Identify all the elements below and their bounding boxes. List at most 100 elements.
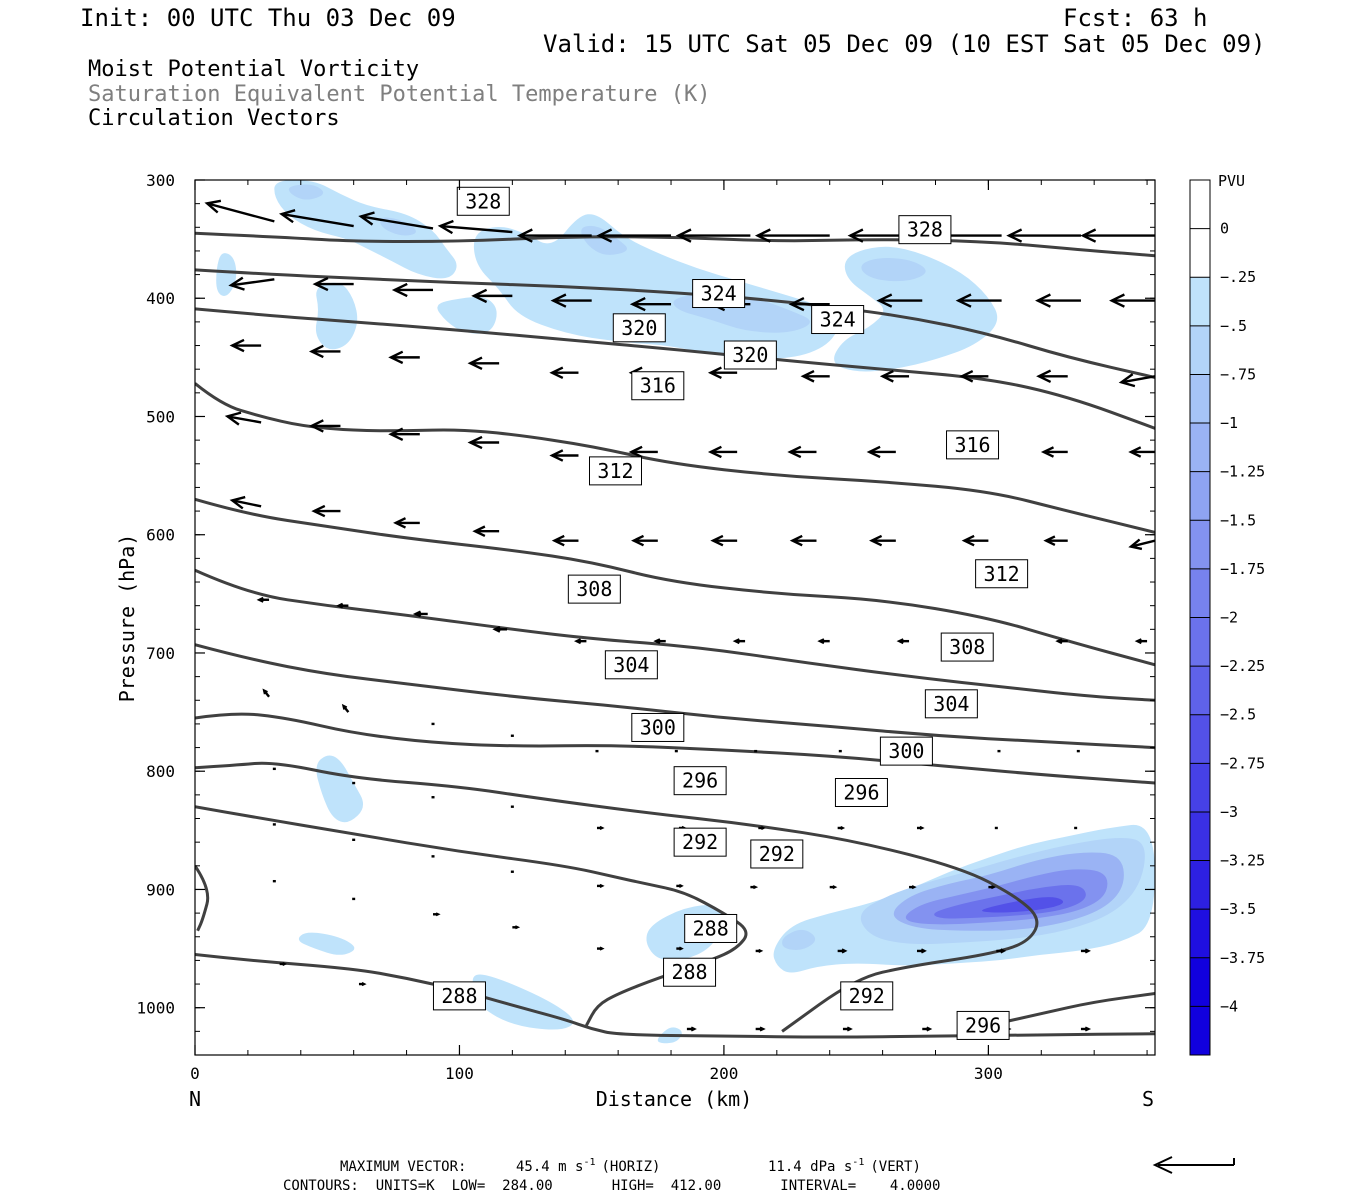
- contour-312: [195, 497, 1155, 667]
- colorbar-label: −2.25: [1220, 657, 1265, 675]
- contour-label: 296: [673, 766, 727, 796]
- y-tick-label: 1000: [136, 999, 175, 1018]
- colorbar-swatch: [1190, 763, 1210, 813]
- colorbar-label: −2: [1220, 609, 1238, 627]
- circulation-vector: [1118, 373, 1155, 388]
- contour-316: [195, 382, 1155, 534]
- colorbar-swatch: [1190, 1006, 1210, 1056]
- max-vector-label: MAXIMUM VECTOR:: [340, 1159, 466, 1175]
- contour-label: 300: [631, 712, 685, 742]
- circulation-vector: [204, 199, 275, 223]
- contour-label-text: 300: [640, 715, 676, 739]
- colorbar-label: 0: [1220, 220, 1229, 238]
- contour-label: 288: [432, 981, 486, 1011]
- contour-label-text: 292: [849, 984, 885, 1008]
- circulation-vector: [869, 534, 896, 547]
- colorbar-label: −2.5: [1220, 706, 1256, 724]
- contour-label: 292: [840, 981, 894, 1011]
- pv-patch: [934, 884, 1086, 919]
- colorbar-swatch: [1190, 666, 1210, 716]
- contour-label-text: 288: [671, 960, 707, 984]
- y-tick-label: 900: [146, 880, 175, 899]
- circulation-vector: [229, 338, 262, 353]
- contour-label: 312: [588, 456, 642, 486]
- contour-label-text: 296: [965, 1013, 1001, 1037]
- circulation-vector: [837, 948, 848, 954]
- circulation-vector: [758, 825, 766, 830]
- circulation-vector: [961, 534, 989, 547]
- y-tick-label: 400: [146, 289, 175, 308]
- pv-patch: [861, 257, 926, 282]
- circulation-vector: [755, 1026, 766, 1032]
- colorbar-swatch: [1190, 374, 1210, 424]
- circulation-vector: [312, 276, 354, 292]
- circulation-vector: [596, 946, 605, 951]
- contour-label-text: 288: [693, 916, 729, 940]
- contour-label-text: 316: [954, 433, 990, 457]
- plot-frame: [194, 179, 1156, 1056]
- contour-label-text: 292: [759, 842, 795, 866]
- colorbar-title: PVU: [1218, 172, 1245, 190]
- circulation-vector: [256, 596, 270, 603]
- contour-label-text: 324: [820, 308, 856, 332]
- circulation-vector: [229, 495, 262, 510]
- thetae-contour-layer: [195, 231, 1155, 1039]
- circulation-vector: [433, 912, 441, 917]
- circulation-vector: [707, 445, 738, 459]
- circulation-vector: [788, 297, 830, 312]
- axes: 0 100 200 300 300 400 500 600 700 800 900 1000: [136, 171, 1155, 1083]
- pv-shading-layer: [216, 180, 1155, 1044]
- contour-label-text: 320: [621, 316, 657, 340]
- circulation-vector: [787, 445, 817, 459]
- x-axis-label: Distance (km): [596, 1087, 753, 1111]
- circulation-vector: [879, 370, 910, 383]
- circulation-vector: [676, 946, 684, 951]
- colorbar-label: −.25: [1220, 268, 1256, 286]
- contour-304: [195, 643, 1155, 750]
- circulation-vector: [1040, 446, 1068, 458]
- circulation-vector: [1134, 638, 1148, 645]
- contour-label-text: 300: [888, 739, 924, 763]
- y-tick-label: 500: [146, 407, 175, 426]
- circulation-vector: [676, 883, 684, 888]
- circulation-vector: [472, 525, 500, 537]
- circulation-vector: [471, 288, 513, 304]
- circulation-vector: [1080, 1026, 1092, 1032]
- circulation-vector: [750, 885, 759, 890]
- contour-296: [195, 761, 1039, 1033]
- colorbar-swatch: [1190, 617, 1210, 667]
- contour-label-text: 312: [984, 562, 1020, 586]
- contour-label-text: 316: [640, 374, 676, 398]
- contour-label: 288: [663, 957, 717, 987]
- contour-label: 328: [456, 186, 510, 216]
- y-axis-label: Pressure (hPa): [115, 534, 139, 703]
- y-tick-label: 600: [146, 526, 175, 545]
- circulation-vector: [467, 356, 500, 370]
- colorbar-label: −.5: [1220, 317, 1247, 335]
- forecast-hour: Fcst: 63 h: [1063, 4, 1208, 32]
- init-time: Init: 00 UTC Thu 03 Dec 09: [80, 4, 456, 32]
- circulation-vector: [341, 703, 350, 713]
- circulation-vector: [308, 344, 341, 359]
- contour-288: [195, 953, 1155, 1039]
- contour-label: 328: [898, 215, 952, 245]
- circulation-vector: [551, 534, 579, 547]
- colorbar-swatch: [1190, 277, 1210, 327]
- contour-308: [195, 568, 1155, 702]
- contour-label: 320: [612, 313, 666, 343]
- circulation-vector: [1128, 538, 1155, 551]
- circulation-vector: [922, 1026, 933, 1032]
- pv-patch: [472, 974, 574, 1030]
- colorbar: 0 −.25 −.5 −.75 −1 −1.25 −1.5 −1.75 −2 −2.25 −2.5 −…: [1189, 179, 1265, 1056]
- contour-label-layer: 328 328 324 324 320 320 316 316 312 312 308 308 304 3…: [432, 186, 1029, 1040]
- field-label-mpv: Moist Potential Vorticity: [88, 57, 419, 82]
- contour-label: 324: [692, 279, 746, 309]
- colorbar-label: −1.75: [1220, 560, 1265, 578]
- colorbar-swatch: [1190, 957, 1210, 1007]
- circulation-vector: [549, 449, 579, 462]
- circulation-vector: [955, 293, 1002, 308]
- circulation-vector: [837, 825, 846, 830]
- pv-patch: [315, 282, 358, 350]
- max-vector-horiz: 45.4 m s-1 (HORIZ): [516, 1157, 661, 1175]
